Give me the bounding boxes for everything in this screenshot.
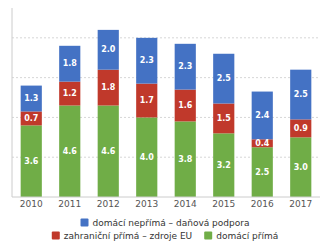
legend: domácí nepřímá – daňová podpora zahraničn… (52, 218, 278, 241)
bar-segment (252, 139, 273, 147)
bar-segment (175, 90, 196, 122)
bar-segment (98, 70, 119, 106)
x-tick-label: 2015 (212, 199, 235, 209)
grid-line (12, 157, 320, 158)
x-tick-label: 2017 (289, 199, 312, 209)
bar-segment (21, 111, 42, 125)
legend-item: zahraniční přímá – zdroje EU (52, 231, 192, 241)
x-tick-label: 2016 (251, 199, 274, 209)
data-label: 1.2 (63, 89, 77, 98)
bar-segment (213, 103, 234, 133)
bar-segment (98, 105, 119, 197)
bar-segment (252, 147, 273, 197)
data-label: 1.7 (140, 96, 154, 105)
grid-line (12, 117, 320, 118)
data-label: 3.8 (178, 155, 193, 164)
legend-item: domácí nepřímá – daňová podpora (81, 218, 250, 228)
chart: domácí nepřímá – daňová podpora zahraničn… (0, 0, 330, 248)
data-label: 0.4 (255, 139, 270, 148)
x-tick-label: 2014 (174, 199, 197, 209)
data-label: 1.8 (63, 59, 78, 68)
data-label: 1.3 (24, 94, 38, 103)
data-label: 2.5 (294, 90, 309, 99)
bar-segment (213, 133, 234, 197)
legend-item: domácí přímá (204, 231, 278, 241)
data-label: 1.6 (178, 101, 193, 110)
grid (12, 38, 320, 157)
x-tick-label: 2010 (20, 199, 43, 209)
bar-segment (98, 30, 119, 70)
bar-segment (290, 119, 311, 137)
bar-segment (136, 117, 157, 197)
bar-segment (290, 70, 311, 120)
data-label: 4.6 (101, 147, 116, 156)
legend-swatch (81, 219, 89, 227)
bar-segment (59, 105, 80, 197)
bars (21, 30, 312, 197)
x-tick-label: 2013 (135, 199, 158, 209)
bar-segment (21, 86, 42, 112)
legend-swatch (52, 232, 60, 240)
data-label: 2.0 (101, 45, 116, 54)
data-label: 2.4 (255, 111, 270, 120)
x-tick-label: 2012 (97, 199, 120, 209)
bar-segment (290, 137, 311, 197)
bar-segment (21, 125, 42, 197)
x-tick-label: 2011 (58, 199, 81, 209)
legend-label: domácí nepřímá – daňová podpora (93, 218, 250, 228)
bar-segment (136, 84, 157, 118)
data-label: 2.3 (140, 56, 154, 65)
bar-segment (175, 121, 196, 197)
x-axis-line (12, 197, 320, 198)
data-labels: 3.6 4.6 4.6 4.0 3.8 3.2 2.5 3.0 0.7 1.2 1.8 1.7 1.6 1… (24, 45, 308, 176)
legend-label: zahraniční přímá – zdroje EU (64, 231, 192, 241)
bar-segment (59, 46, 80, 82)
data-label: 2.5 (255, 168, 270, 177)
data-label: 0.9 (294, 124, 309, 133)
data-label: 4.6 (63, 147, 78, 156)
grid-line (12, 77, 320, 78)
data-label: 1.5 (217, 114, 232, 123)
data-label: 2.5 (217, 74, 232, 83)
data-label: 3.6 (24, 157, 39, 166)
data-label: 3.0 (294, 163, 309, 172)
data-label: 2.3 (178, 62, 192, 71)
bar-segment (252, 92, 273, 140)
bar-segment (213, 54, 234, 104)
data-label: 1.8 (101, 83, 116, 92)
data-label: 4.0 (140, 153, 155, 162)
bar-segment (136, 38, 157, 84)
legend-swatch (204, 232, 212, 240)
bar-segment (175, 44, 196, 90)
data-label: 3.2 (217, 161, 231, 170)
x-axis: 2010 2011 2012 2013 2014 2015 2016 2017 (20, 199, 312, 209)
grid-line (12, 37, 320, 38)
bar-segment (59, 82, 80, 106)
legend-label: domácí přímá (216, 231, 278, 241)
y-axis-line (12, 8, 13, 197)
data-label: 0.7 (24, 114, 38, 123)
